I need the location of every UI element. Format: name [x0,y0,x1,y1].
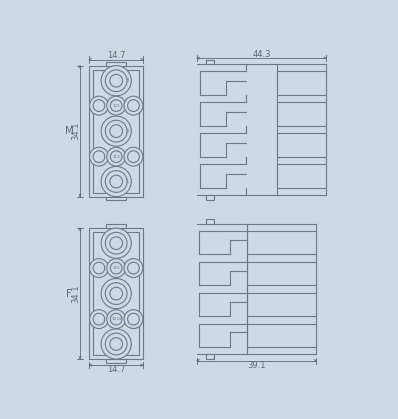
Text: 1: 1 [125,179,129,184]
Circle shape [101,329,131,359]
Text: 14.7: 14.7 [107,365,125,374]
Circle shape [90,310,108,328]
Text: F: F [66,289,72,299]
Circle shape [110,237,123,250]
Bar [247,292,316,316]
Circle shape [128,262,139,274]
Text: 34.1: 34.1 [71,285,80,303]
Bar [106,197,127,200]
Circle shape [93,151,105,163]
Bar [206,219,214,223]
Bar [247,262,316,285]
Circle shape [93,313,105,325]
Bar [106,62,127,66]
Bar [89,66,143,197]
Circle shape [107,259,126,277]
Circle shape [93,100,105,111]
Bar [106,359,127,363]
Bar [93,232,139,355]
Circle shape [124,259,143,277]
Circle shape [107,147,126,166]
Circle shape [101,166,131,197]
Text: 113: 113 [112,155,120,159]
Text: 1214: 1214 [111,317,121,321]
Circle shape [110,100,122,111]
Text: 14.7: 14.7 [107,51,125,60]
Bar [206,195,214,200]
Circle shape [110,151,122,163]
Bar [93,70,139,193]
Text: 2: 2 [125,129,129,134]
Circle shape [107,96,126,115]
Bar [277,133,326,157]
Circle shape [110,175,123,188]
Circle shape [101,66,131,96]
Text: 39.1: 39.1 [248,361,266,370]
Text: 121: 121 [112,103,120,108]
Text: 121: 121 [112,266,120,270]
Circle shape [110,125,123,137]
Bar [206,354,214,359]
Circle shape [110,262,122,274]
Circle shape [124,147,143,166]
Circle shape [110,287,123,300]
Circle shape [101,228,131,258]
Bar [247,231,316,254]
Circle shape [90,147,108,166]
Bar [206,59,214,64]
Circle shape [90,96,108,115]
Text: 34.1: 34.1 [71,122,80,140]
Circle shape [93,262,105,274]
Bar [277,164,326,188]
Bar [247,323,316,347]
Text: 3: 3 [125,78,129,83]
Bar [89,228,143,359]
Circle shape [110,313,122,325]
Circle shape [110,75,123,87]
Circle shape [128,151,139,163]
Circle shape [124,96,143,115]
Text: 44.3: 44.3 [252,49,271,59]
Text: M: M [65,126,74,136]
Circle shape [110,338,123,350]
Circle shape [107,310,126,328]
Circle shape [124,310,143,328]
Circle shape [101,116,131,146]
Circle shape [90,259,108,277]
Bar [277,102,326,126]
Circle shape [101,279,131,309]
Circle shape [128,100,139,111]
Bar [106,224,127,228]
Bar [277,72,326,95]
Circle shape [128,313,139,325]
